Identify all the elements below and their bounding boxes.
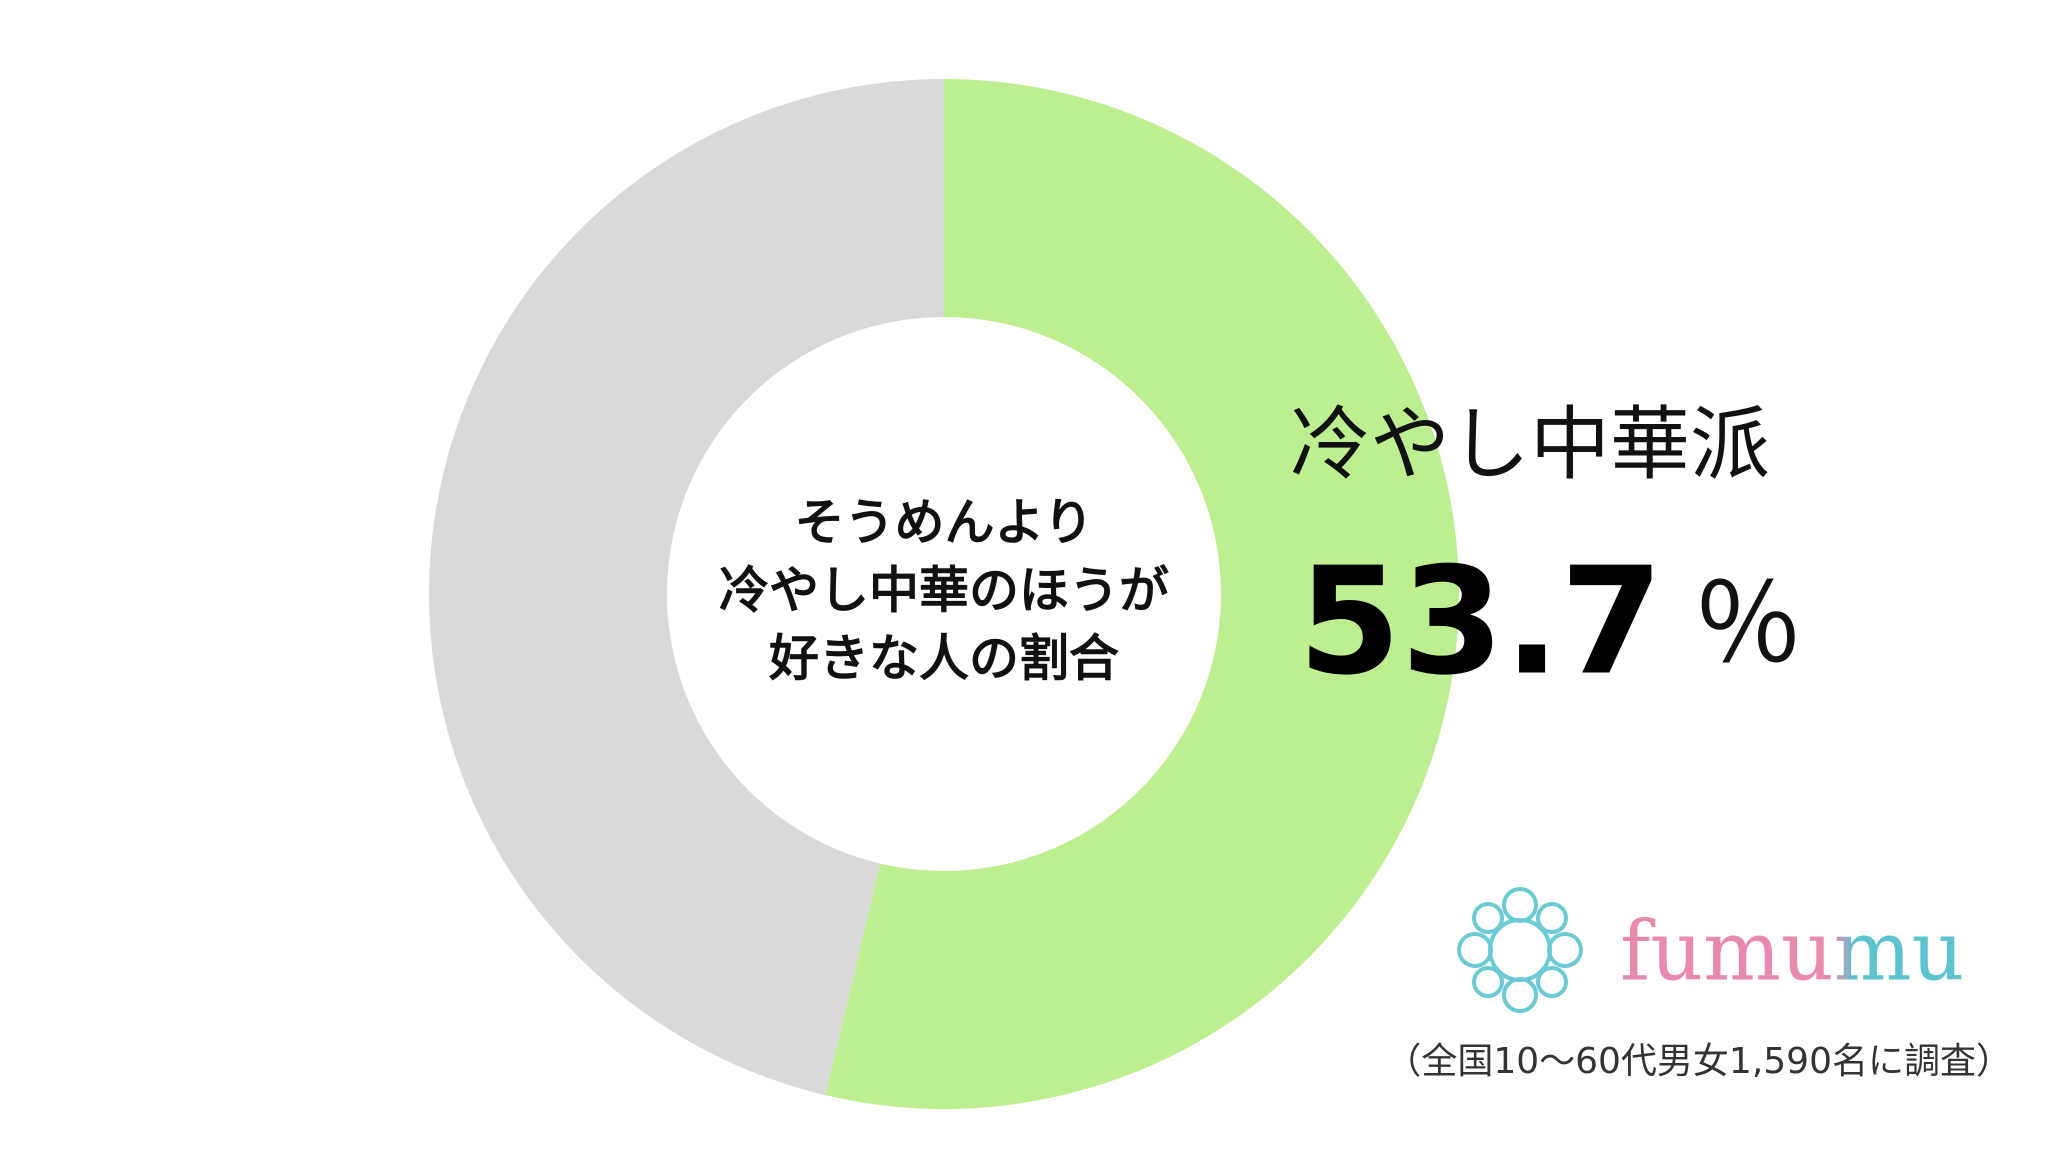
- donut: [428, 79, 1459, 1109]
- slice: [428, 79, 944, 1096]
- center-title: 好きな人の割合: [768, 630, 1119, 688]
- value-unit: ％: [1693, 560, 1803, 688]
- note: （全国10～60代男女1,590名に調査）: [1385, 1041, 2012, 1082]
- slice: [825, 79, 1459, 1109]
- center-title: 冷やし中華のほうが: [719, 562, 1169, 620]
- category-label: 冷やし中華派: [1290, 398, 1770, 491]
- brand: fumumu: [1620, 905, 1964, 1000]
- center-title: そうめんより: [795, 494, 1094, 552]
- value-label: 53.7: [1298, 536, 1663, 708]
- logo-icon: [1457, 887, 1583, 1013]
